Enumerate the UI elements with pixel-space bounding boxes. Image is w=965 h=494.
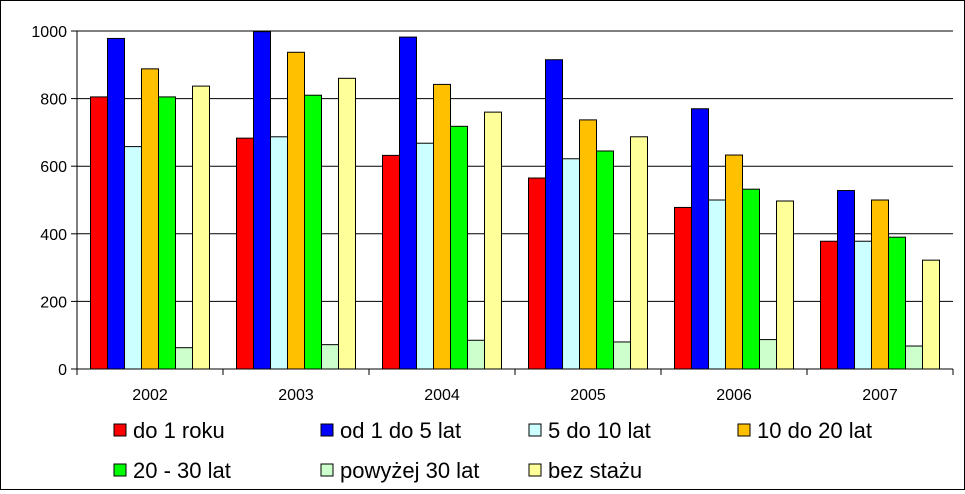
y-tick-label: 800	[40, 92, 67, 109]
bar-powyżej-30-lat-2006	[759, 339, 777, 370]
legend-label: do 1 roku	[133, 418, 225, 443]
bar-do-1-roku-2005	[528, 177, 546, 370]
bar-od-1-do-5-lat-2006	[691, 108, 709, 370]
y-tick-label: 200	[40, 294, 67, 311]
bar-5-do-10-lat-2003	[270, 136, 288, 370]
bar-od-1-do-5-lat-2007	[837, 190, 855, 370]
bar-od-1-do-5-lat-2005	[545, 59, 563, 370]
legend-swatch	[737, 423, 751, 437]
legend-swatch	[320, 423, 334, 437]
legend: do 1 roku od 1 do 5 lat 5 do 10 lat 10 do 2…	[113, 418, 872, 483]
axes	[71, 30, 954, 375]
bar-10-do-20-lat-2007	[871, 199, 889, 370]
bar-20---30-lat-2002	[158, 96, 176, 370]
legend-swatch	[320, 463, 334, 477]
y-tick-label: 1000	[31, 24, 67, 41]
bar-powyżej-30-lat-2007	[905, 345, 923, 370]
bar-20---30-lat-2003	[304, 94, 322, 370]
bar-bez-stażu-2003	[338, 77, 356, 370]
bar-bez-stażu-2006	[776, 200, 794, 370]
legend-swatch	[528, 463, 542, 477]
bar-10-do-20-lat-2003	[287, 51, 305, 370]
bar-10-do-20-lat-2006	[725, 154, 743, 370]
x-tick-label: 2002	[132, 387, 168, 404]
bar-5-do-10-lat-2002	[124, 146, 142, 370]
bar-bez-stażu-2004	[484, 111, 502, 370]
y-tick-label: 400	[40, 227, 67, 244]
bar-20---30-lat-2005	[596, 150, 614, 370]
bar-bez-stażu-2005	[630, 136, 648, 370]
x-tick-label: 2007	[862, 387, 898, 404]
bars	[90, 31, 940, 370]
legend-label: 5 do 10 lat	[548, 418, 651, 443]
bar-do-1-roku-2002	[90, 96, 108, 370]
bar-powyżej-30-lat-2002	[175, 347, 193, 370]
bar-powyżej-30-lat-2003	[321, 344, 339, 370]
bar-bez-stażu-2002	[192, 85, 210, 370]
bar-bez-stażu-2007	[922, 259, 940, 370]
y-tick-label: 600	[40, 159, 67, 176]
legend-label: powyżej 30 lat	[340, 458, 479, 483]
bar-5-do-10-lat-2006	[708, 199, 726, 370]
bar-od-1-do-5-lat-2002	[107, 37, 125, 370]
x-axis-tick-labels: 2002 2003 2004 2005 2006 2007	[132, 387, 898, 404]
legend-swatch	[113, 463, 127, 477]
x-tick-label: 2006	[716, 387, 752, 404]
bar-od-1-do-5-lat-2004	[399, 36, 417, 370]
x-tick-label: 2004	[424, 387, 460, 404]
legend-swatch	[528, 423, 542, 437]
legend-label: 20 - 30 lat	[133, 458, 231, 483]
y-tick-label: 0	[58, 362, 67, 379]
legend-swatch	[113, 423, 127, 437]
bar-powyżej-30-lat-2004	[467, 339, 485, 370]
bar-do-1-roku-2004	[382, 154, 400, 370]
bar-10-do-20-lat-2002	[141, 68, 159, 370]
bar-5-do-10-lat-2005	[562, 158, 580, 370]
bar-10-do-20-lat-2004	[433, 83, 451, 370]
bar-do-1-roku-2007	[820, 240, 838, 370]
bar-20---30-lat-2007	[888, 236, 906, 370]
bar-do-1-roku-2003	[236, 137, 254, 370]
bar-10-do-20-lat-2005	[579, 119, 597, 370]
legend-label: 10 do 20 lat	[757, 418, 872, 443]
bar-20---30-lat-2006	[742, 188, 760, 370]
bar-5-do-10-lat-2007	[854, 240, 872, 370]
bar-od-1-do-5-lat-2003	[253, 31, 271, 370]
x-tick-label: 2005	[570, 387, 606, 404]
gridlines	[77, 30, 953, 302]
y-axis-tick-labels: 0 200 400 600 800 1000	[31, 24, 67, 379]
bar-do-1-roku-2006	[674, 206, 692, 370]
bar-powyżej-30-lat-2005	[613, 341, 631, 370]
bar-20---30-lat-2004	[450, 125, 468, 370]
bar-5-do-10-lat-2004	[416, 142, 434, 370]
legend-label: od 1 do 5 lat	[340, 418, 461, 443]
legend-label: bez stażu	[548, 458, 642, 483]
x-tick-label: 2003	[278, 387, 314, 404]
